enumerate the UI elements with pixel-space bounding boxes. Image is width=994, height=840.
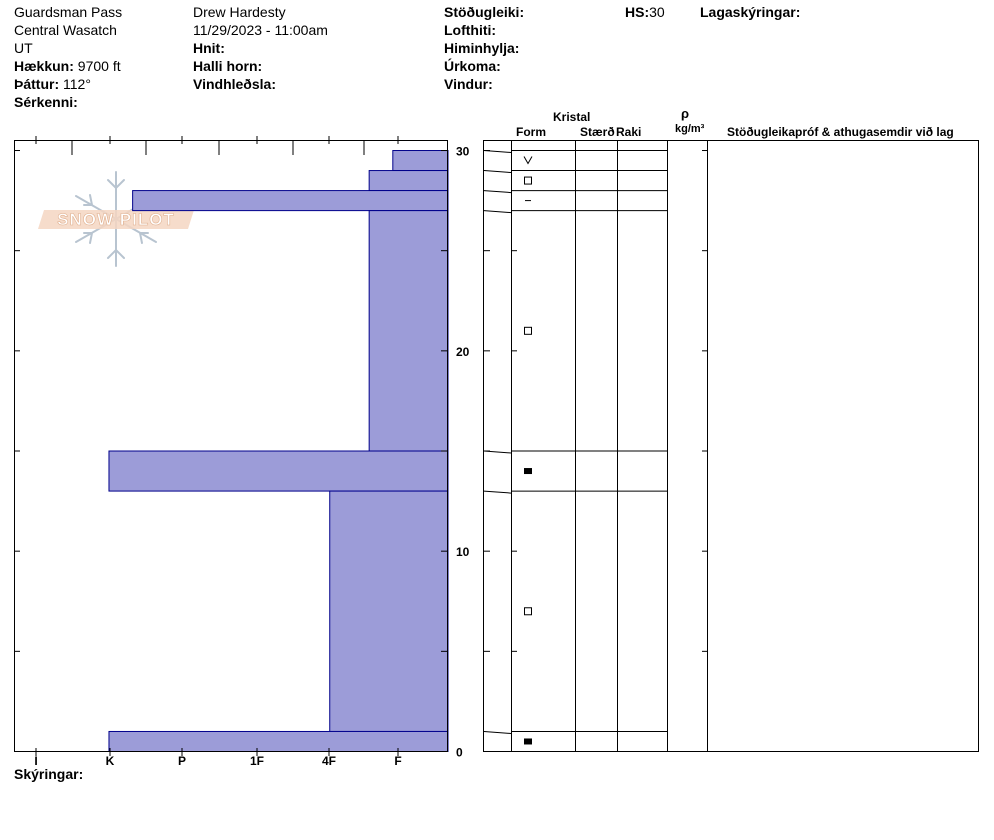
hs-label: HS: xyxy=(625,4,650,20)
layer-connector xyxy=(483,730,512,734)
location: Guardsman Pass xyxy=(14,4,123,20)
y-tick-label: 30 xyxy=(456,145,470,159)
hardness-bars xyxy=(108,150,449,753)
grain-form-symbols xyxy=(523,156,533,745)
stability-label: Stöðugleiki: xyxy=(444,4,525,20)
crystal-header: Kristal xyxy=(553,110,591,124)
y-tick-label: 0 xyxy=(456,746,463,760)
hardness-axis: I K P 1F 4F F xyxy=(34,136,402,768)
rho-header: ρ xyxy=(681,106,690,121)
layer-connector xyxy=(483,150,512,154)
hardness-chart-frame xyxy=(14,140,448,752)
density-unit-header: kg/m³ xyxy=(675,123,705,135)
layer-connector xyxy=(483,490,512,494)
grain-symbol xyxy=(524,326,532,335)
aspect-value: 112° xyxy=(63,76,91,92)
slope-label: Halli horn: xyxy=(193,58,263,74)
hardness-bar xyxy=(392,150,449,172)
moisture-header: Raki xyxy=(616,125,642,139)
layer-boundaries xyxy=(483,150,667,734)
form-header: Form xyxy=(516,125,546,139)
elevation-value: 9700 ft xyxy=(77,58,121,74)
size-header: Stærð xyxy=(580,125,615,139)
layer-table xyxy=(483,140,979,752)
logo-text: SNOW PILOT xyxy=(57,210,175,229)
coords-label: Hnit: xyxy=(193,40,225,56)
elevation: Hækkun: 9700 ft xyxy=(14,58,121,75)
grain-symbol xyxy=(524,468,532,475)
hardness-bar xyxy=(368,210,449,452)
grain-symbol xyxy=(524,176,532,185)
aspect-label: Þáttur: xyxy=(14,76,60,92)
snowpilot-logo: SNOW PILOT xyxy=(38,171,194,267)
x-tick-label: 4F xyxy=(322,754,336,768)
x-tick-label: F xyxy=(394,754,401,768)
layer-notes-label: Lagaskýringar: xyxy=(700,4,801,20)
layer-connector xyxy=(483,450,512,454)
comments-header: Stöðugleikapróf & athugasemdir við lag xyxy=(727,125,954,139)
air-temp-label: Lofthiti: xyxy=(444,22,497,38)
hs: HS:30 xyxy=(625,4,665,21)
aspect: Þáttur: 112° xyxy=(14,76,91,93)
features-label: Sérkenni: xyxy=(14,94,78,110)
y-tick-label: 10 xyxy=(456,545,470,559)
hardness-bar xyxy=(368,170,449,192)
hardness-bar xyxy=(329,490,449,732)
state: UT xyxy=(14,40,33,56)
precip-label: Úrkoma: xyxy=(444,58,501,74)
grain-symbol xyxy=(524,607,532,616)
hs-value: 30 xyxy=(649,4,665,20)
y-tick-label: 20 xyxy=(456,345,470,359)
x-tick-label: K xyxy=(106,754,115,768)
grain-symbol xyxy=(523,156,533,165)
layer-connector xyxy=(483,170,512,174)
range: Central Wasatch xyxy=(14,22,117,38)
x-tick-label: I xyxy=(34,754,37,768)
notes-label: Skýringar: xyxy=(14,766,84,782)
height-axis: 0 10 20 30 xyxy=(14,145,708,760)
x-tick-label: P xyxy=(178,754,186,768)
grain-symbol xyxy=(524,738,532,745)
wind-loading-label: Vindhleðsla: xyxy=(193,76,276,92)
x-tick-label: 1F xyxy=(250,754,264,768)
elevation-label: Hækkun: xyxy=(14,58,74,74)
layer-connector xyxy=(483,210,512,214)
hardness-bar xyxy=(108,730,449,753)
sky-label: Himinhylja: xyxy=(444,40,520,56)
observer: Drew Hardesty xyxy=(193,4,286,20)
hardness-bar xyxy=(132,190,449,212)
datetime: 11/29/2023 - 11:00am xyxy=(193,22,328,38)
hardness-bar xyxy=(108,450,449,492)
wind-label: Vindur: xyxy=(444,76,493,92)
layer-connector xyxy=(483,190,512,194)
